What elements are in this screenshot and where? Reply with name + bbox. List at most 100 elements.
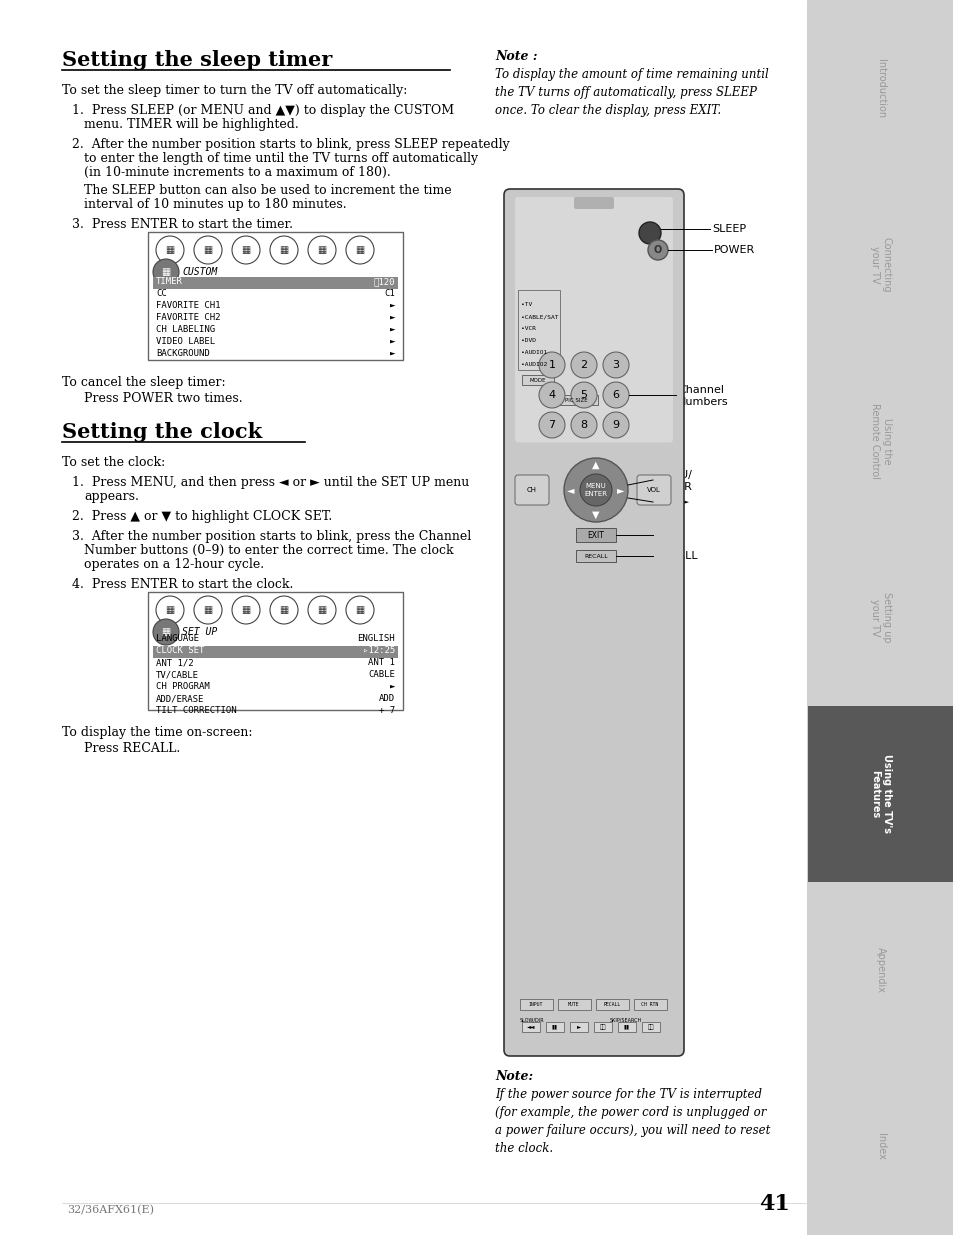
Text: •AUDIO1: •AUDIO1 — [520, 351, 547, 356]
Text: POWER: POWER — [713, 245, 755, 254]
Text: ▦: ▦ — [203, 245, 213, 254]
Circle shape — [602, 352, 628, 378]
Text: 2.  Press ▲ or ▼ to highlight CLOCK SET.: 2. Press ▲ or ▼ to highlight CLOCK SET. — [71, 510, 332, 522]
Bar — [807, 177, 953, 353]
Bar — [521, 375, 554, 385]
Bar — [545, 1023, 563, 1032]
Text: PIC SIZE: PIC SIZE — [564, 398, 587, 403]
Bar — [558, 999, 590, 1010]
Text: Note:: Note: — [495, 1070, 533, 1083]
Text: + 7: + 7 — [378, 706, 395, 715]
Circle shape — [571, 382, 597, 408]
Bar — [152, 646, 397, 658]
Text: to enter the length of time until the TV turns off automatically: to enter the length of time until the TV… — [84, 152, 477, 165]
Circle shape — [602, 382, 628, 408]
Text: 9: 9 — [612, 420, 618, 430]
Bar — [521, 1023, 539, 1032]
Text: VOL: VOL — [646, 487, 660, 493]
Text: FAVORITE CH1: FAVORITE CH1 — [156, 301, 220, 310]
Bar — [553, 395, 598, 405]
Text: ►: ► — [389, 312, 395, 322]
Text: ►: ► — [617, 485, 624, 495]
Text: CC: CC — [156, 289, 167, 298]
Text: TIMER: TIMER — [156, 277, 183, 287]
Circle shape — [152, 619, 179, 645]
Text: Press POWER two times.: Press POWER two times. — [84, 391, 242, 405]
Text: ▦: ▦ — [161, 627, 171, 637]
Circle shape — [538, 412, 564, 438]
Text: CH: CH — [526, 487, 537, 493]
Text: CABLE: CABLE — [368, 671, 395, 679]
Bar — [634, 999, 666, 1010]
Text: If the power source for the TV is interrupted
(for example, the power cord is un: If the power source for the TV is interr… — [495, 1088, 770, 1155]
FancyBboxPatch shape — [503, 189, 683, 1056]
Text: 1: 1 — [548, 359, 555, 370]
Text: ▦: ▦ — [317, 245, 326, 254]
Circle shape — [538, 382, 564, 408]
Text: Setting up
your TV: Setting up your TV — [869, 593, 891, 642]
Text: 5: 5 — [579, 390, 587, 400]
Text: SKIP/SEARCH: SKIP/SEARCH — [609, 1018, 641, 1023]
Circle shape — [232, 597, 260, 624]
Text: FAVORITE CH2: FAVORITE CH2 — [156, 312, 220, 322]
Text: Numbers: Numbers — [678, 396, 728, 408]
Text: MODE: MODE — [529, 378, 546, 383]
Circle shape — [193, 597, 222, 624]
Text: appears.: appears. — [84, 490, 139, 503]
Text: To set the clock:: To set the clock: — [62, 456, 165, 469]
Text: Using the
Remote Control: Using the Remote Control — [869, 403, 891, 479]
Text: ▮▮: ▮▮ — [552, 1025, 558, 1030]
Text: ►: ► — [389, 337, 395, 346]
Text: Connecting
your TV: Connecting your TV — [869, 237, 891, 293]
Circle shape — [563, 458, 627, 522]
Text: •VCR: •VCR — [520, 326, 536, 331]
Circle shape — [346, 597, 374, 624]
Text: ▦: ▦ — [241, 245, 251, 254]
Text: 1.  Press SLEEP (or MENU and ▲▼) to display the CUSTOM: 1. Press SLEEP (or MENU and ▲▼) to displ… — [71, 104, 454, 117]
Text: ADD: ADD — [378, 694, 395, 703]
Circle shape — [639, 222, 660, 245]
Text: ▲: ▲ — [592, 459, 599, 471]
Text: ⓳120: ⓳120 — [374, 277, 395, 287]
Text: 4: 4 — [548, 390, 555, 400]
Text: To display the time on-screen:: To display the time on-screen: — [62, 726, 253, 739]
Text: Index: Index — [875, 1134, 885, 1160]
Bar — [594, 1023, 612, 1032]
Bar — [807, 353, 953, 530]
Bar — [618, 1023, 636, 1032]
Bar — [807, 1058, 953, 1235]
FancyBboxPatch shape — [515, 475, 548, 505]
Text: MENU/: MENU/ — [656, 471, 692, 480]
Text: BACKGROUND: BACKGROUND — [156, 350, 210, 358]
Text: interval of 10 minutes up to 180 minutes.: interval of 10 minutes up to 180 minutes… — [84, 198, 346, 211]
Text: Press RECALL.: Press RECALL. — [84, 742, 180, 755]
Text: ENTER: ENTER — [656, 482, 692, 492]
Bar — [576, 550, 616, 562]
Text: ▦: ▦ — [279, 245, 289, 254]
Circle shape — [156, 597, 184, 624]
Text: ▦: ▦ — [355, 605, 364, 615]
FancyBboxPatch shape — [515, 198, 672, 442]
FancyBboxPatch shape — [574, 198, 614, 209]
Text: 32/36AFX61(E): 32/36AFX61(E) — [67, 1204, 153, 1215]
Text: Setting the sleep timer: Setting the sleep timer — [62, 49, 332, 70]
Text: ENGLISH: ENGLISH — [357, 634, 395, 643]
Text: ▹12:25: ▹12:25 — [362, 646, 395, 655]
Bar — [519, 999, 553, 1010]
Text: INPUT: INPUT — [528, 1002, 542, 1007]
Circle shape — [571, 352, 597, 378]
Text: (in 10-minute increments to a maximum of 180).: (in 10-minute increments to a maximum of… — [84, 165, 391, 179]
Text: CH PROGRAM: CH PROGRAM — [156, 682, 210, 692]
Text: CUSTOM: CUSTOM — [182, 267, 217, 277]
Circle shape — [346, 236, 374, 264]
Text: RECALL: RECALL — [602, 1002, 620, 1007]
Text: ►: ► — [389, 301, 395, 310]
Text: 8: 8 — [579, 420, 587, 430]
Bar — [807, 0, 953, 177]
Text: SLOW/DIR: SLOW/DIR — [519, 1018, 544, 1023]
Text: 4.  Press ENTER to start the clock.: 4. Press ENTER to start the clock. — [71, 578, 294, 592]
Text: •TV: •TV — [520, 303, 532, 308]
Text: ▦: ▦ — [241, 605, 251, 615]
Circle shape — [308, 597, 335, 624]
Text: To set the sleep timer to turn the TV off automatically:: To set the sleep timer to turn the TV of… — [62, 84, 407, 98]
